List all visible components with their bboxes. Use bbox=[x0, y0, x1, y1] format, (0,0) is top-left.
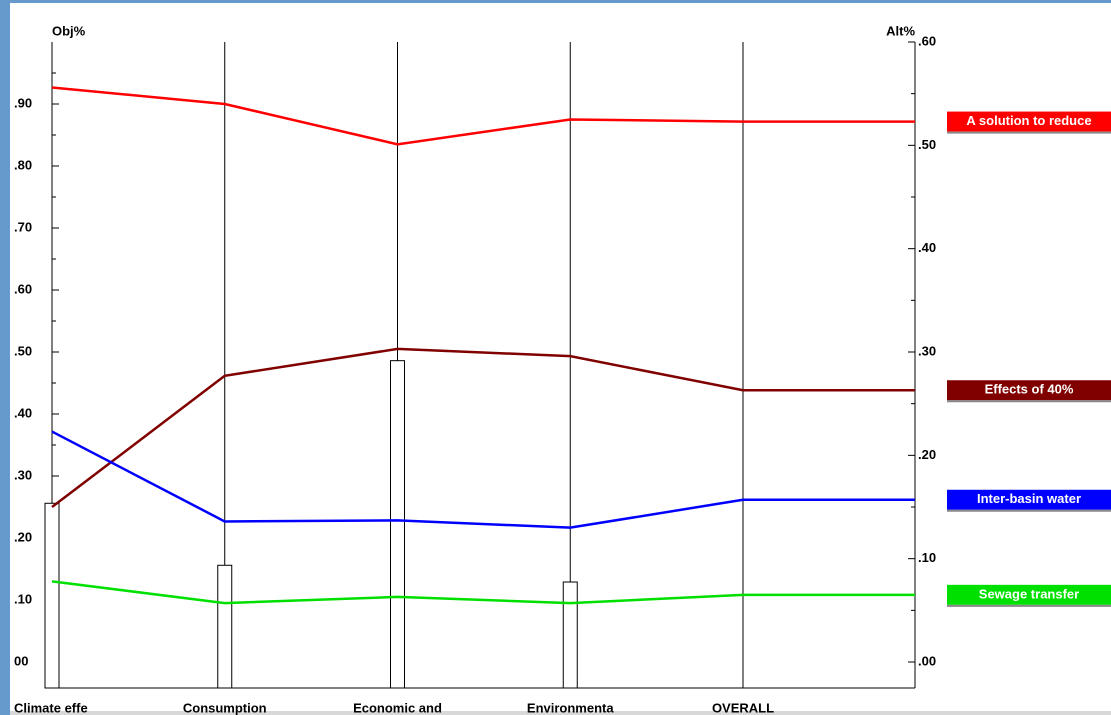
y-tick-label: .50 bbox=[14, 343, 32, 358]
weight-bar bbox=[562, 581, 578, 689]
y2-tick-label: .40 bbox=[918, 240, 936, 255]
weight-bar bbox=[44, 502, 60, 689]
legend-label: Effects of 40% bbox=[985, 382, 1074, 397]
y-tick-label: .40 bbox=[14, 405, 32, 420]
alternative-line bbox=[51, 347, 744, 508]
x-tick-label: OVERALL bbox=[712, 700, 774, 715]
y2-tick-label: .00 bbox=[918, 653, 936, 668]
x-tick-label: Environmenta bbox=[527, 700, 614, 715]
y-tick-label: .90 bbox=[14, 95, 32, 110]
x-tick-label: Climate effe bbox=[14, 700, 88, 715]
y2-axis-title: Alt% bbox=[886, 23, 915, 38]
y-tick-label: .30 bbox=[14, 467, 32, 482]
weight-bar bbox=[217, 564, 233, 689]
weight-bar bbox=[390, 360, 405, 689]
y2-tick-label: .10 bbox=[918, 550, 936, 565]
frame-top bbox=[0, 0, 1111, 3]
legend-box bbox=[947, 489, 1111, 510]
y-tick-label: .20 bbox=[14, 529, 32, 544]
y-tick-label: .60 bbox=[14, 281, 32, 296]
y-tick-label: .80 bbox=[14, 157, 32, 172]
y-axis-title: Obj% bbox=[52, 23, 86, 38]
alternative-line bbox=[51, 580, 744, 605]
alternative-line bbox=[51, 430, 744, 529]
y2-tick-label: .20 bbox=[918, 447, 936, 462]
legend-label: Sewage transfer bbox=[979, 586, 1079, 601]
legend-box bbox=[947, 584, 1111, 605]
x-tick-label: Economic and bbox=[353, 700, 442, 715]
y2-tick-label: .60 bbox=[918, 33, 936, 48]
legend-label: Inter-basin water bbox=[977, 491, 1081, 506]
legend-box bbox=[947, 111, 1111, 132]
y-tick-label: .70 bbox=[14, 219, 32, 234]
y2-tick-label: .50 bbox=[918, 137, 936, 152]
y2-tick-label: .30 bbox=[918, 343, 936, 358]
legend-label: A solution to reduce bbox=[966, 113, 1091, 128]
y-tick-label: .10 bbox=[14, 591, 32, 606]
x-tick-label: Consumption bbox=[183, 700, 267, 715]
alternative-line bbox=[51, 86, 744, 146]
frame-bottom bbox=[10, 711, 1111, 715]
y-tick-label: 00 bbox=[14, 653, 28, 668]
frame-left bbox=[0, 0, 10, 715]
legend-box bbox=[947, 380, 1111, 401]
